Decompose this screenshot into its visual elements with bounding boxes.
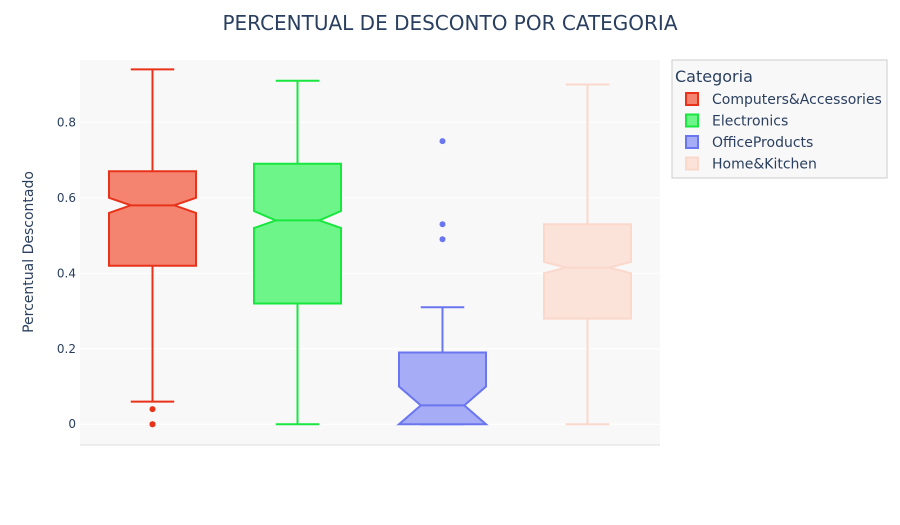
outlier-point[interactable] bbox=[439, 236, 446, 243]
y-tick-label: 0.2 bbox=[57, 342, 76, 356]
legend-label: Home&Kitchen bbox=[712, 157, 817, 173]
box-Home&Kitchen[interactable] bbox=[543, 83, 632, 426]
y-axis-label: Percentual Descontado bbox=[21, 171, 37, 333]
box-Computers&Accessories[interactable] bbox=[108, 68, 197, 428]
y-tick-label: 0.4 bbox=[57, 266, 76, 280]
y-tick-labels: 0 0.2 0.4 0.6 0.8 bbox=[57, 115, 76, 431]
legend-label: Computers&Accessories bbox=[712, 92, 882, 108]
legend-item[interactable]: OfficeProducts bbox=[685, 135, 813, 151]
box-body[interactable] bbox=[253, 162, 342, 305]
legend-title: Categoria bbox=[675, 67, 753, 86]
legend-item[interactable]: Computers&Accessories bbox=[685, 92, 882, 108]
legend-swatch bbox=[685, 113, 699, 128]
legend-swatch bbox=[685, 156, 699, 171]
y-tick-label: 0 bbox=[68, 417, 76, 431]
box-OfficeProducts[interactable] bbox=[396, 138, 489, 426]
box-body[interactable] bbox=[396, 351, 489, 426]
legend-label: Electronics bbox=[712, 114, 788, 130]
legend-swatch bbox=[685, 92, 699, 106]
legend-item[interactable]: Electronics bbox=[685, 113, 788, 130]
outlier-point[interactable] bbox=[149, 421, 156, 428]
outlier-point[interactable] bbox=[439, 138, 446, 145]
outlier-point[interactable] bbox=[149, 406, 156, 413]
legend-items[interactable]: Computers&Accessories Electronics OfficePr… bbox=[685, 92, 882, 173]
boxes bbox=[108, 68, 632, 428]
chart-title: PERCENTUAL DE DESCONTO POR CATEGORIA bbox=[222, 11, 677, 35]
box-Electronics[interactable] bbox=[253, 79, 342, 426]
legend-box bbox=[671, 59, 888, 179]
legend-item[interactable]: Home&Kitchen bbox=[685, 156, 817, 173]
y-tick-label: 0.6 bbox=[57, 191, 76, 205]
box-body[interactable] bbox=[108, 170, 197, 267]
y-tick-label: 0.8 bbox=[57, 115, 76, 129]
box-body[interactable] bbox=[543, 223, 632, 320]
legend-swatch bbox=[685, 135, 699, 149]
outlier-point[interactable] bbox=[439, 221, 446, 228]
legend-label: OfficeProducts bbox=[712, 135, 813, 151]
legend[interactable]: Categoria Computers&Accessories Electroni… bbox=[671, 59, 888, 179]
